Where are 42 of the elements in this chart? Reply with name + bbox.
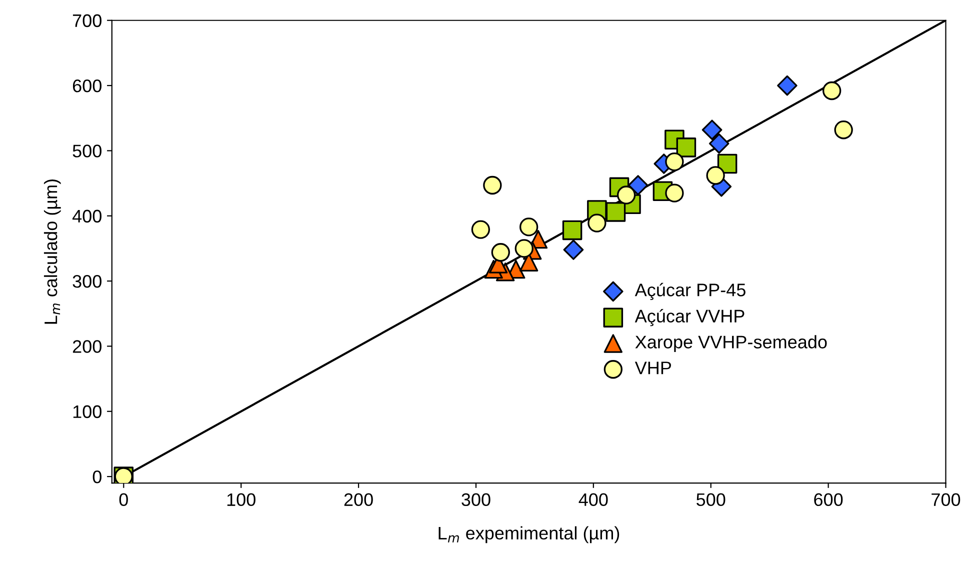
point [588,214,606,232]
x-tick-label: 300 [462,493,490,506]
point [471,220,490,239]
point [519,218,538,236]
x-tick-label: 400 [578,493,608,506]
y-tick-label: 100 [73,405,102,418]
x-tick-label: 200 [344,493,373,506]
point [491,243,510,262]
legend-label: Açúcar PP-45 [634,282,746,300]
point [562,220,582,240]
x-tick-label: 600 [814,493,843,506]
legend-label: VHP [634,362,671,374]
point [514,239,534,258]
point [628,175,648,196]
y-tick-label: 600 [72,79,102,92]
x-axis-title: L$_{m}$ expemimental (µm) [438,526,620,544]
point [708,133,730,154]
y-tick-label: 400 [72,210,102,223]
y-tick-label: 200 [72,340,102,353]
y-tick-label: 0 [92,470,102,484]
point [706,166,725,185]
point [834,120,853,140]
point [822,81,842,100]
x-tick-label: 100 [227,493,256,506]
point [665,184,684,202]
y-axis-title: L$_{m}$ calculado (µm) [44,180,61,324]
x-tick-label: 0 [119,493,128,506]
x-tick-label: 500 [696,493,726,506]
point [616,186,636,204]
legend-label: Açúcar VVHP [634,309,744,326]
point [665,152,684,172]
point [483,176,502,195]
y-tick-label: 300 [72,274,102,288]
x-tick-label: 700 [932,493,960,506]
legend-label: Xarope VVHP-semeado [635,335,827,352]
y-tick-label: 700 [72,14,102,28]
point [702,120,722,140]
point [563,240,584,260]
point [777,75,798,96]
point [606,202,626,222]
y-tick-label: 500 [72,144,102,158]
point [676,138,696,158]
